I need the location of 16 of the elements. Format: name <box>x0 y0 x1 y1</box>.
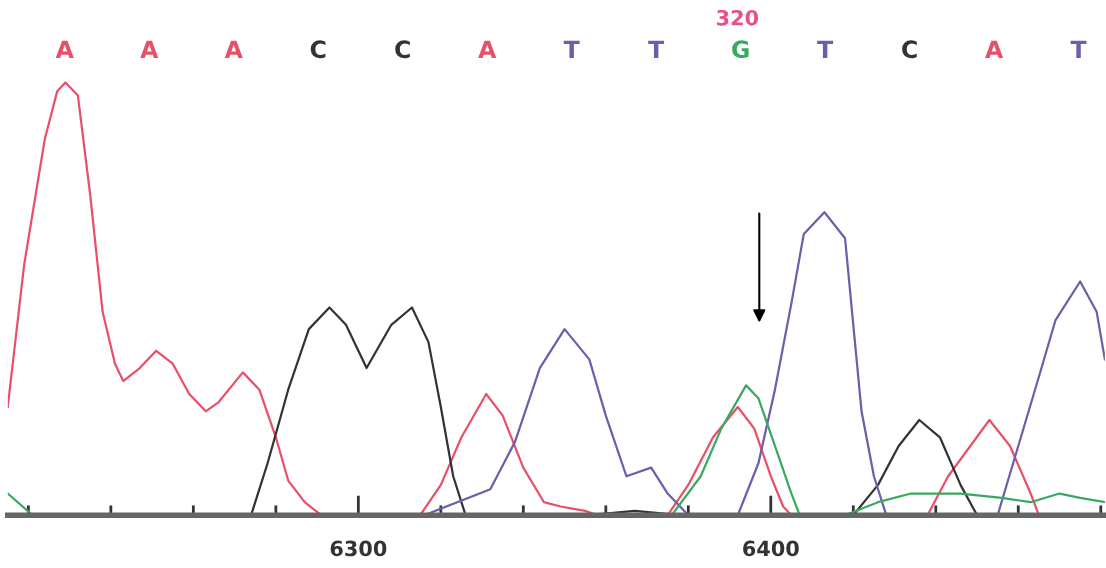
text: C <box>310 40 326 59</box>
text: T <box>563 40 580 58</box>
text: A <box>985 40 1004 58</box>
text: C <box>902 40 917 59</box>
text: A <box>478 40 497 58</box>
text: T <box>648 40 665 58</box>
x-tick-label: 6400 <box>743 540 799 557</box>
text: A <box>224 40 243 58</box>
text: A <box>140 40 159 58</box>
text: A <box>55 40 74 58</box>
text: 320 <box>717 9 759 26</box>
text: T <box>817 40 834 58</box>
text: G <box>732 40 749 59</box>
text: C <box>395 40 410 59</box>
text: T <box>1070 40 1087 58</box>
x-tick-label: 6300 <box>330 540 387 557</box>
